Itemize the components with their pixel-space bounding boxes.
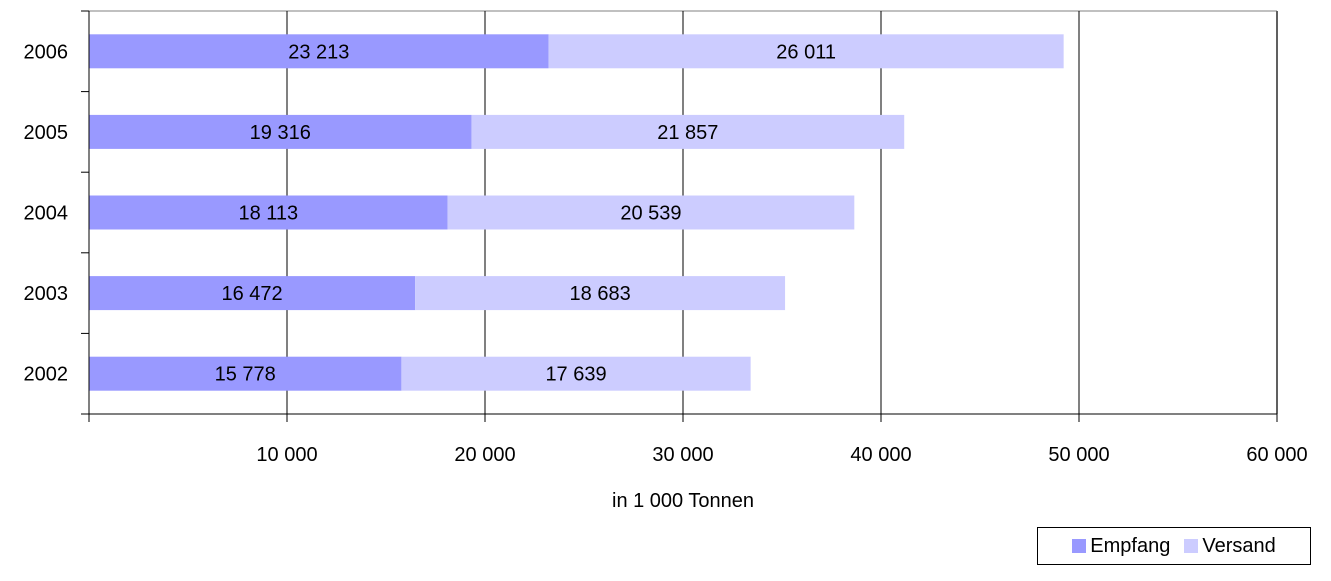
bar-segment-empfang [89,276,416,311]
x-tick-label: 10 000 [256,444,317,466]
bar-segment-versand [415,276,786,311]
legend-item-versand: Versand [1184,534,1276,558]
axes: 10 000 20 000 30 000 40 000 50 000 60 000 2002… [24,10,1308,466]
bars [89,34,1064,391]
bar-segment-empfang [89,195,448,230]
legend: Empfang Versand [1037,527,1311,565]
legend-label-versand: Versand [1202,534,1276,557]
data-labels: 15 778 17 639 16 472 18 683 18 113 20 539 19 3… [215,41,836,385]
bar-segment-versand [548,34,1064,69]
bar-segment-empfang [89,114,472,149]
data-label-empfang: 18 113 [238,203,298,225]
data-label-versand: 26 011 [776,41,836,63]
bar-segment-versand [471,114,905,149]
x-tick-label: 60 000 [1246,444,1307,466]
data-label-versand: 21 857 [657,122,718,144]
bar-segment-empfang [89,356,402,391]
y-tick-label: 2003 [24,283,69,305]
x-tick-label: 50 000 [1048,444,1109,466]
legend-label-empfang: Empfang [1090,534,1171,557]
x-tick-label: 30 000 [652,444,713,466]
bar-segment-versand [447,195,855,230]
bar-segment-versand [401,356,751,391]
legend-swatch-empfang [1072,539,1087,553]
legend-swatch-versand [1184,539,1199,553]
data-label-empfang: 15 778 [215,364,276,386]
data-label-versand: 18 683 [570,283,631,305]
y-tick-label: 2004 [24,203,69,225]
x-tick-label: 40 000 [850,444,911,466]
y-tick-label: 2005 [24,122,69,144]
data-label-versand: 20 539 [620,203,681,225]
data-label-empfang: 16 472 [221,283,282,305]
legend-item-empfang: Empfang [1072,535,1170,558]
data-label-empfang: 19 316 [250,122,311,144]
y-tick-label: 2006 [24,41,69,63]
bar-segment-empfang [89,34,549,69]
y-tick-label: 2002 [24,364,69,386]
x-tick-label: 20 000 [454,444,515,466]
data-label-empfang: 23 213 [288,41,349,63]
data-label-versand: 17 639 [545,364,606,386]
x-axis-title: in 1 000 Tonnen [612,490,754,512]
